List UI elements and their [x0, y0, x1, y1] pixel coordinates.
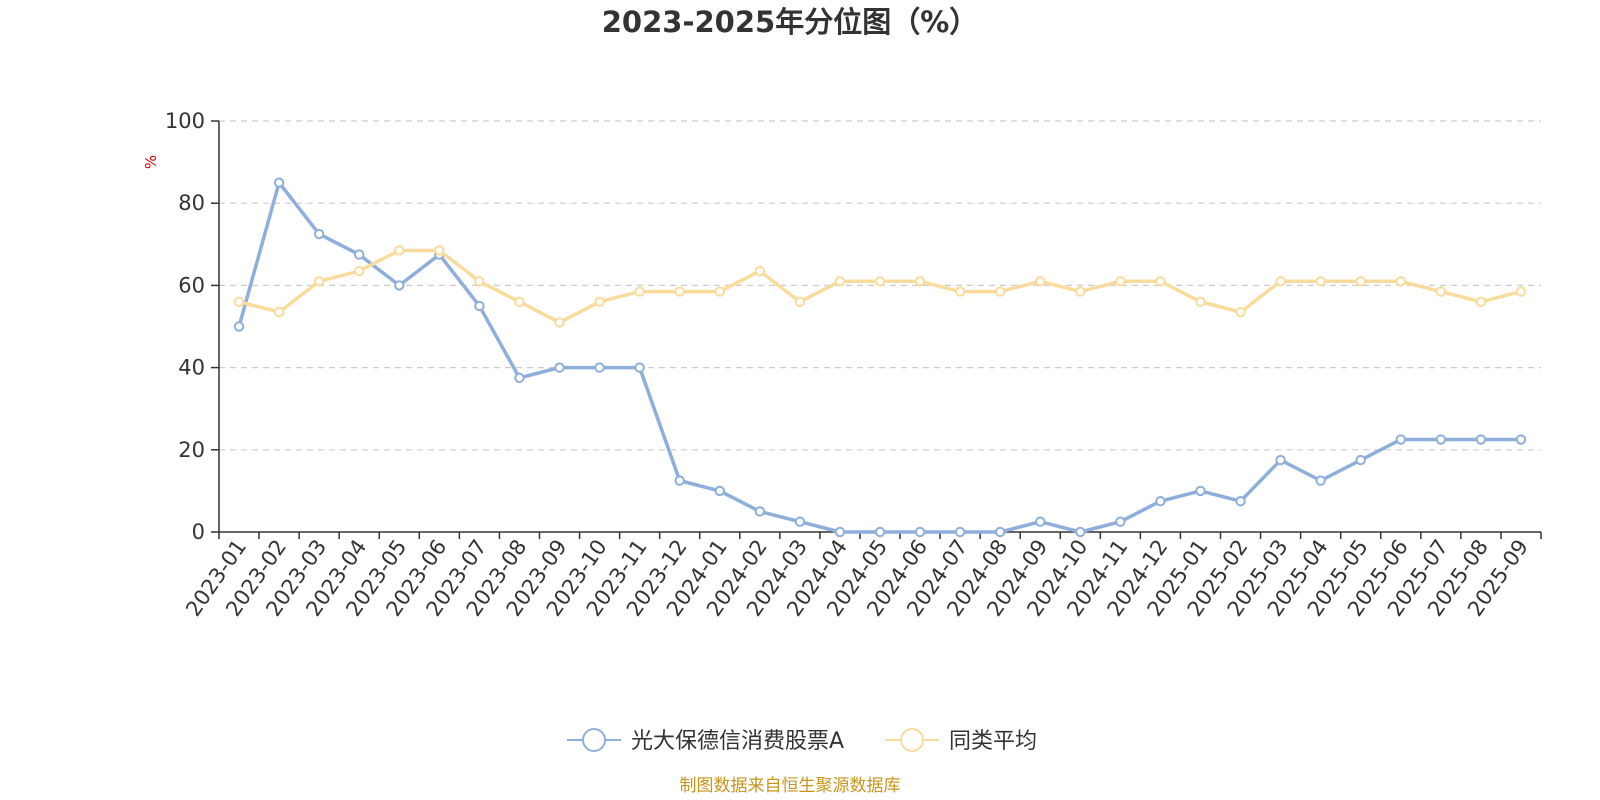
data-point[interactable] [754, 506, 766, 517]
data-point[interactable] [834, 526, 846, 538]
data-point[interactable] [1395, 434, 1406, 445]
source-note: 制图数据来自恒生聚源数据库 [680, 776, 901, 796]
data-point[interactable] [674, 286, 685, 297]
data-point[interactable] [874, 276, 886, 287]
legend-item-2[interactable]: 同类平均 [885, 728, 1037, 754]
data-point[interactable] [313, 228, 325, 240]
data-point[interactable] [794, 296, 806, 308]
data-point[interactable] [714, 286, 725, 297]
data-point[interactable] [914, 526, 926, 538]
data-point[interactable] [1315, 475, 1326, 486]
data-point[interactable] [1515, 286, 1527, 297]
y-tick-label: 40 [178, 356, 205, 380]
data-point[interactable] [1395, 276, 1406, 287]
data-point[interactable] [1435, 286, 1447, 297]
data-point[interactable] [514, 372, 525, 384]
data-point[interactable] [1515, 434, 1527, 445]
data-point[interactable] [1075, 526, 1086, 538]
data-point[interactable] [1275, 454, 1286, 466]
data-point[interactable] [554, 317, 565, 328]
data-point[interactable] [634, 286, 645, 297]
data-point[interactable] [313, 276, 325, 287]
data-point[interactable] [1475, 434, 1487, 445]
data-point[interactable] [714, 485, 725, 497]
data-point[interactable] [674, 475, 685, 486]
data-point[interactable] [754, 265, 766, 277]
legend[interactable]: 光大保德信消费股票A 同类平均 [567, 728, 1037, 754]
data-point[interactable] [554, 362, 565, 373]
series-lines [233, 177, 1527, 538]
data-point[interactable] [1435, 434, 1447, 445]
data-point[interactable] [954, 526, 966, 538]
data-point[interactable] [1075, 286, 1086, 297]
data-point[interactable] [434, 245, 445, 256]
y-tick-label: 100 [165, 109, 205, 133]
legend-marker-icon [582, 728, 606, 752]
data-point[interactable] [994, 526, 1006, 538]
data-point[interactable] [1115, 516, 1126, 527]
legend-label: 同类平均 [949, 729, 1037, 754]
data-point[interactable] [1275, 276, 1286, 287]
data-point[interactable] [634, 362, 645, 373]
legend-marker-icon [900, 728, 924, 752]
legend-label: 光大保德信消费股票A [631, 729, 844, 754]
data-point[interactable] [954, 286, 966, 297]
data-point[interactable] [1355, 276, 1366, 287]
data-point[interactable] [1235, 495, 1246, 507]
data-point[interactable] [394, 280, 405, 291]
data-point[interactable] [233, 321, 245, 332]
y-tick-label: 0 [192, 520, 205, 544]
data-point[interactable] [1235, 306, 1246, 318]
data-point[interactable] [1035, 516, 1046, 527]
data-point[interactable] [1475, 296, 1487, 308]
data-point[interactable] [1115, 276, 1126, 287]
chart-title: 2023-2025年分位图（%） [602, 5, 979, 39]
y-tick-label: 20 [178, 438, 205, 462]
data-point[interactable] [233, 296, 245, 308]
data-point[interactable] [1155, 495, 1166, 507]
data-point[interactable] [394, 245, 405, 256]
series-line [237, 180, 1521, 534]
data-point[interactable] [1155, 276, 1166, 287]
data-point[interactable] [834, 276, 846, 287]
data-point[interactable] [594, 362, 605, 373]
axes: 0204060801002023-012023-022023-032023-04… [165, 109, 1542, 621]
data-point[interactable] [914, 276, 926, 287]
data-point[interactable] [474, 276, 485, 287]
data-point[interactable] [874, 526, 886, 538]
data-point[interactable] [1195, 296, 1206, 308]
legend-item-1[interactable]: 光大保德信消费股票A [567, 728, 844, 754]
data-point[interactable] [1195, 485, 1206, 497]
data-point[interactable] [474, 300, 485, 312]
data-point[interactable] [1035, 276, 1046, 287]
y-tick-label: 60 [178, 273, 205, 297]
data-point[interactable] [514, 296, 525, 308]
series-2 [233, 245, 1527, 328]
y-tick-label: 80 [178, 191, 205, 215]
data-point[interactable] [354, 249, 365, 260]
y-axis-unit: % [142, 155, 160, 169]
data-point[interactable] [354, 265, 365, 277]
data-point[interactable] [794, 516, 806, 527]
series-1 [233, 177, 1527, 538]
data-point[interactable] [594, 296, 605, 308]
data-point[interactable] [994, 286, 1006, 297]
data-point[interactable] [1315, 276, 1326, 287]
data-point[interactable] [273, 177, 285, 188]
data-point[interactable] [1355, 454, 1366, 466]
data-point[interactable] [273, 306, 285, 318]
